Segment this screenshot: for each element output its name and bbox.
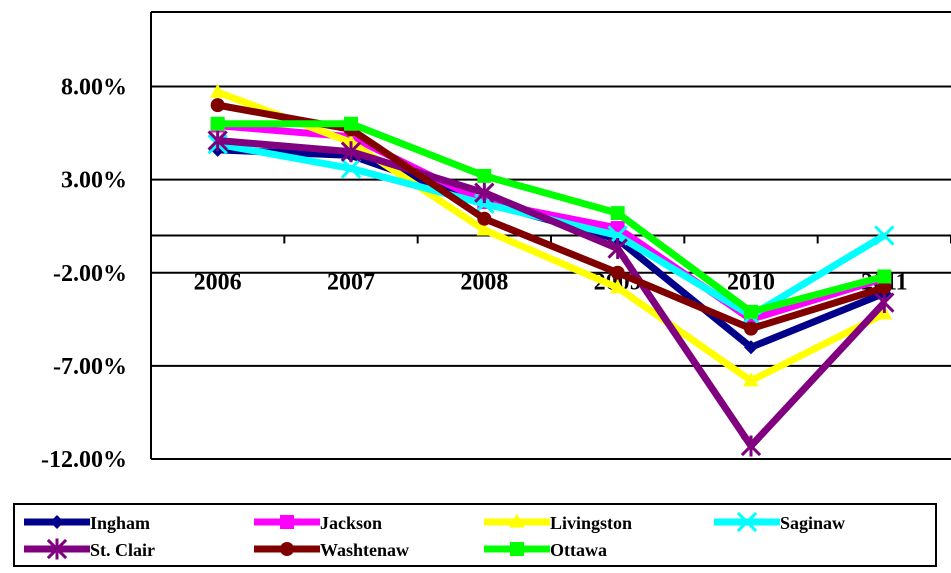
data-point — [510, 542, 524, 556]
legend-label: Ottawa — [550, 540, 607, 560]
data-point — [280, 515, 294, 529]
data-point — [474, 182, 495, 204]
legend-item: Livingston — [484, 513, 632, 533]
data-point — [477, 168, 492, 183]
data-point — [743, 372, 759, 387]
axes — [150, 11, 951, 459]
data-point — [744, 304, 758, 319]
y-tick-label: 3.00% — [61, 168, 127, 194]
data-point — [280, 542, 294, 556]
legend-item: Washtenaw — [254, 540, 409, 560]
data-point — [607, 238, 628, 260]
data-point — [744, 340, 758, 355]
data-point — [744, 321, 758, 336]
data-point — [477, 211, 492, 226]
legend-label: St. Clair — [90, 540, 155, 560]
series-line — [217, 120, 886, 316]
x-tick-label: 2006 — [194, 270, 242, 296]
y-tick-label: 8.00% — [61, 75, 127, 101]
legend-label: Washtenaw — [320, 540, 409, 560]
data-point — [210, 98, 225, 113]
legend: Ingham Jackson Livingston Saginaw St. Clair W… — [13, 503, 937, 567]
data-point — [209, 83, 226, 98]
data-point — [46, 538, 68, 560]
data-point — [343, 133, 359, 148]
y-tick-label: -2.00% — [53, 261, 127, 287]
data-point — [340, 158, 362, 179]
legend-box — [13, 503, 937, 567]
x-tick-label: 2008 — [460, 270, 508, 296]
data-point — [340, 141, 362, 163]
data-point — [476, 221, 493, 236]
legend-label: Ingham — [90, 513, 150, 533]
series-ottawa — [210, 116, 892, 319]
y-tick-label: -12.00% — [41, 447, 127, 473]
data-point — [207, 130, 228, 152]
data-point — [50, 515, 64, 529]
legend-item: Ottawa — [484, 540, 607, 560]
data-point — [874, 225, 895, 246]
data-point — [740, 435, 762, 457]
legend-item: Jackson — [254, 513, 382, 533]
data-point — [610, 265, 625, 280]
x-tick-label: 2007 — [327, 270, 375, 296]
series-line — [216, 88, 886, 385]
x-tick-label: 2010 — [727, 270, 775, 296]
legend-label: Jackson — [320, 513, 382, 533]
data-point — [877, 280, 892, 295]
legend-item: Ingham — [24, 513, 150, 533]
data-point — [736, 511, 758, 533]
data-point — [874, 292, 895, 314]
data-point — [509, 513, 525, 528]
data-point — [344, 116, 358, 131]
series-lines — [207, 83, 895, 457]
data-point — [609, 279, 626, 294]
y-axis-tick-labels: 8.00% 3.00% -2.00% -7.00% -12.00% — [41, 75, 127, 474]
series-st-clair — [207, 130, 895, 457]
legend-label: Livingston — [550, 513, 632, 533]
x-axis-tick-labels: 200620072008200920102011 — [194, 270, 908, 296]
series-line — [217, 137, 887, 450]
y-tick-label: -7.00% — [53, 354, 127, 380]
data-point — [610, 206, 625, 221]
legend-item: Saginaw — [714, 511, 845, 533]
data-point — [210, 116, 225, 131]
data-point — [877, 269, 892, 284]
legend-label: Saginaw — [780, 513, 845, 533]
legend-item: St. Clair — [24, 538, 155, 560]
